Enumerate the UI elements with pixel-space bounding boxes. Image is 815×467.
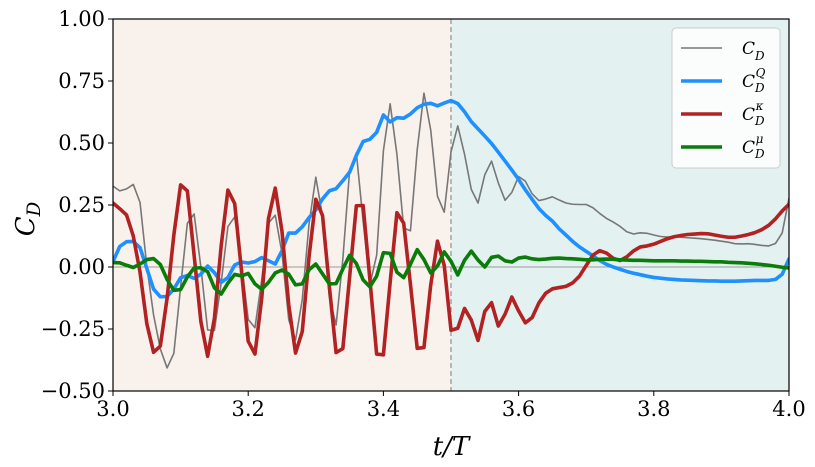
- y-axis-label: CD: [11, 201, 45, 236]
- series-line-2: [113, 183, 789, 359]
- series-lines: [113, 92, 789, 369]
- y-tick-label: −0.25: [41, 317, 105, 341]
- x-tick-label: 3.0: [96, 397, 129, 421]
- y-tick-label: 1.00: [58, 7, 105, 31]
- x-tick-label: 3.4: [367, 397, 400, 421]
- y-tick-label: −0.50: [41, 379, 105, 403]
- shaded-region-0: [113, 19, 451, 391]
- x-tick-label: 3.6: [502, 397, 535, 421]
- legend-label-0: CD: [742, 39, 765, 63]
- legend: CD CDQ CDκ CDμ: [671, 27, 781, 169]
- series-line-3: [113, 247, 789, 296]
- y-tick-label: 0.25: [58, 193, 105, 217]
- y-tick-label: 0.50: [58, 131, 105, 155]
- y-tick-label: 0.75: [58, 69, 105, 93]
- legend-label-3: CDμ: [742, 132, 765, 161]
- axis-ticks: 3.0 3.2 3.4 3.6 3.8 4.0 −0.50 −0.25 0.00 0.25 0.50…: [41, 7, 806, 421]
- legend-label-1: CDQ: [742, 66, 766, 95]
- legend-label-2: CDκ: [742, 99, 765, 128]
- y-axis-label-group: CD: [11, 201, 45, 236]
- axis-labels: t/T CD: [11, 201, 471, 462]
- x-tick-label: 3.2: [231, 397, 264, 421]
- x-tick-label: 3.8: [637, 397, 670, 421]
- x-axis-label: t/T: [433, 432, 471, 462]
- reference-lines: [113, 19, 789, 391]
- x-tick-label: 4.0: [772, 397, 805, 421]
- series-line-1: [113, 98, 789, 299]
- legend-box: [671, 27, 781, 169]
- y-tick-label: 0.00: [58, 255, 105, 279]
